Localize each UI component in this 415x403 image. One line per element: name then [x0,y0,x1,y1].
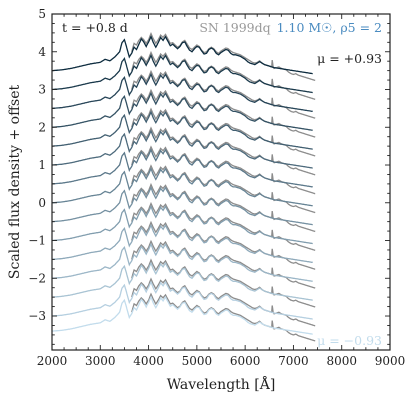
x-tick-label: 8000 [326,354,357,368]
spectrum-pair-2 [52,50,316,100]
x-tick-label: 4000 [133,354,164,368]
spectrum-pair-4 [51,88,316,138]
spectrum-pair-14 [52,277,316,327]
spectrum-pair-6 [52,126,316,176]
spectrum-pair-11 [52,220,316,270]
x-tick-label: 3000 [85,354,116,368]
model-spectrum-line [52,110,313,150]
spectrum-pair-3 [51,69,316,119]
axis-ticks: 2000 3000 4000 5000 6000 7000 8000 9000 −3 −2 −1 0 1… [28,7,405,368]
y-tick-label: −2 [28,271,46,285]
spectrum-pair-12 [51,239,316,289]
model-spectrum-line [52,280,313,320]
model-label: 1.10 M☉, ρ5 = 2 [277,20,382,35]
y-tick-label: 4 [38,45,46,59]
model-spectrum-line [51,91,313,131]
mu-bottom-label: μ = −0.93 [317,333,382,348]
x-tick-label: 9000 [375,354,406,368]
time-label: t = +0.8 d [62,20,128,35]
model-spectrum-line [52,261,313,301]
observed-spectrum-label: SN 1999dq [199,20,270,35]
x-tick-label: 5000 [182,354,213,368]
spectrum-pair-10 [52,201,316,251]
y-tick-label: 3 [38,83,46,97]
model-spectrum-line [51,72,313,113]
x-tick-label: 2000 [37,354,68,368]
y-tick-label: 2 [38,120,46,134]
model-spectrum-line [52,129,313,169]
mu-top-label: μ = +0.93 [317,51,382,66]
model-spectrum-line [52,35,313,75]
y-tick-label: −3 [28,309,46,323]
model-spectrum-line [52,204,313,245]
y-tick-label: 5 [38,7,46,21]
spectrum-pair-1 [52,31,316,82]
spectrum-pair-9 [52,182,316,233]
model-spectrum-line [51,148,313,188]
x-tick-label: 7000 [278,354,309,368]
model-spectrum-line [51,242,313,282]
model-spectrum-line [52,295,313,335]
plot-area [51,31,316,342]
y-tick-label: 0 [38,196,46,210]
model-spectrum-line [51,167,313,207]
model-spectrum-line [52,53,313,94]
x-axis-title: Wavelength [Å] [167,375,276,393]
x-tick-label: 6000 [230,354,261,368]
spectrum-pair-5 [52,107,316,157]
model-spectrum-line [52,223,313,264]
spectrum-pair-8 [51,164,316,214]
spectrum-pair-13 [52,258,316,308]
model-spectrum-line [52,186,313,226]
y-axis-title: Scaled flux density + offset [7,85,23,280]
spectrum-pair-15 [52,292,316,342]
y-tick-label: 1 [38,158,46,172]
spectrum-pair-7 [51,145,316,195]
y-tick-label: −1 [28,234,46,248]
